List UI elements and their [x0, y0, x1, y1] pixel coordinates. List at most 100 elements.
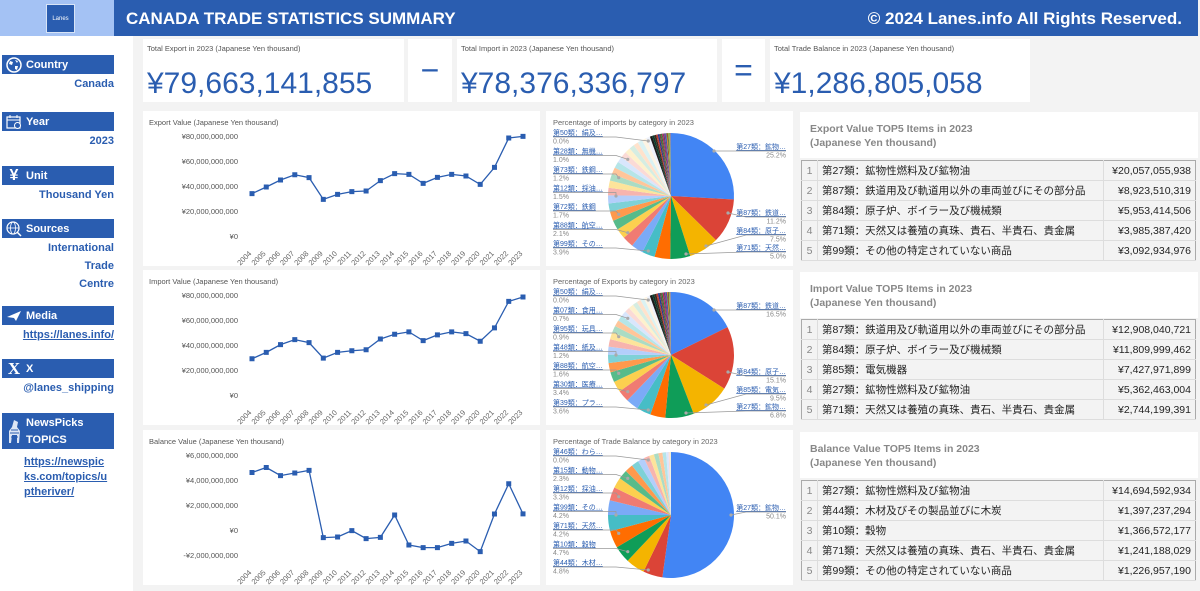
data-point[interactable] [520, 511, 526, 517]
pie-slice[interactable] [638, 458, 671, 515]
pie-slice[interactable] [625, 465, 671, 515]
pie-slice[interactable] [617, 196, 671, 238]
data-point[interactable] [377, 336, 383, 342]
data-point[interactable] [449, 540, 455, 546]
data-point[interactable] [434, 332, 440, 338]
data-point[interactable] [392, 331, 398, 337]
pie-slice[interactable] [670, 133, 671, 196]
pie-slice[interactable] [668, 292, 671, 355]
pie-slice[interactable] [650, 355, 671, 418]
data-point[interactable] [263, 349, 269, 355]
data-point[interactable] [406, 171, 412, 177]
pie-slice[interactable] [654, 134, 671, 196]
pie-slice[interactable] [659, 292, 671, 355]
data-point[interactable] [377, 534, 383, 540]
data-point[interactable] [320, 535, 326, 541]
data-point[interactable] [392, 171, 398, 177]
data-point[interactable] [506, 135, 512, 141]
data-point[interactable] [463, 331, 469, 337]
data-point[interactable] [463, 173, 469, 179]
pie-slice[interactable] [615, 320, 671, 355]
data-point[interactable] [363, 536, 369, 542]
pie-slice[interactable] [671, 196, 734, 241]
pie-slice[interactable] [614, 161, 671, 196]
pie-slice[interactable] [654, 293, 671, 355]
data-point[interactable] [392, 512, 398, 518]
pie-slice[interactable] [662, 452, 671, 515]
data-point[interactable] [320, 355, 326, 361]
pie-slice[interactable] [657, 293, 671, 355]
pie-slice[interactable] [659, 133, 671, 196]
data-point[interactable] [306, 175, 312, 181]
pie-slice[interactable] [666, 292, 671, 355]
data-point[interactable] [349, 189, 355, 195]
pie-slice[interactable] [669, 292, 671, 355]
pie-slice[interactable] [608, 196, 671, 212]
newspicks-link[interactable]: https://newspic ks.com/topics/u ptherive… [2, 449, 114, 500]
data-point[interactable] [306, 340, 312, 346]
pie-slice[interactable] [640, 298, 671, 355]
pie-slice[interactable] [652, 294, 671, 355]
pie-slice[interactable] [623, 196, 671, 246]
data-point[interactable] [434, 174, 440, 180]
pie-slice[interactable] [660, 133, 671, 196]
pie-slice[interactable] [616, 515, 671, 561]
data-point[interactable] [306, 467, 312, 473]
data-point[interactable] [520, 294, 526, 300]
pie-slice[interactable] [657, 134, 671, 196]
pie-slice[interactable] [642, 138, 671, 196]
pie-slice[interactable] [609, 173, 671, 196]
pie-slice[interactable] [669, 133, 671, 196]
pie-slice[interactable] [614, 478, 671, 515]
pie-slice[interactable] [665, 133, 671, 196]
pie-slice[interactable] [613, 196, 671, 230]
data-point[interactable] [477, 549, 483, 555]
pie-slice[interactable] [656, 134, 671, 196]
pie-slice[interactable] [612, 326, 671, 355]
pie-slice[interactable] [618, 315, 671, 355]
pie-slice[interactable] [646, 295, 671, 355]
pie-slice[interactable] [637, 355, 671, 415]
data-point[interactable] [278, 473, 284, 479]
pie-slice[interactable] [629, 145, 671, 196]
data-point[interactable] [406, 542, 412, 548]
pie-slice[interactable] [625, 148, 671, 196]
pie-slice[interactable] [608, 180, 671, 196]
pie-slice[interactable] [608, 187, 671, 196]
pie-slice[interactable] [608, 515, 671, 532]
pie-slice[interactable] [608, 355, 671, 373]
pie-slice[interactable] [610, 355, 671, 382]
pie-slice[interactable] [637, 140, 671, 196]
data-point[interactable] [434, 545, 440, 551]
data-point[interactable] [349, 528, 355, 534]
pie-slice[interactable] [671, 196, 716, 257]
data-point[interactable] [363, 188, 369, 194]
pie-slice[interactable] [671, 327, 734, 389]
pie-slice[interactable] [627, 515, 671, 572]
data-point[interactable] [491, 325, 497, 331]
pie-slice[interactable] [621, 152, 671, 196]
data-point[interactable] [420, 180, 426, 186]
pie-slice[interactable] [668, 452, 671, 515]
pie-slice[interactable] [667, 133, 671, 196]
data-point[interactable] [406, 329, 412, 335]
pie-slice[interactable] [643, 455, 671, 515]
newspicks-link-line-2[interactable]: ks.com/topics/u [24, 471, 108, 483]
pie-slice[interactable] [610, 196, 671, 221]
pie-slice[interactable] [631, 461, 671, 515]
x-handle-link[interactable]: @lanes_shipping [23, 382, 114, 394]
pie-slice[interactable] [610, 332, 671, 355]
pie-slice[interactable] [661, 292, 671, 355]
data-point[interactable] [491, 164, 497, 170]
data-point[interactable] [335, 349, 341, 355]
pie-slice[interactable] [666, 452, 671, 515]
pie-slice[interactable] [667, 292, 671, 355]
data-point[interactable] [320, 196, 326, 202]
pie-slice[interactable] [608, 346, 671, 355]
pie-slice[interactable] [627, 355, 671, 409]
data-point[interactable] [506, 298, 512, 304]
data-point[interactable] [349, 348, 355, 354]
pie-slice[interactable] [668, 133, 671, 196]
pie-slice[interactable] [658, 452, 671, 515]
data-point[interactable] [491, 511, 497, 517]
